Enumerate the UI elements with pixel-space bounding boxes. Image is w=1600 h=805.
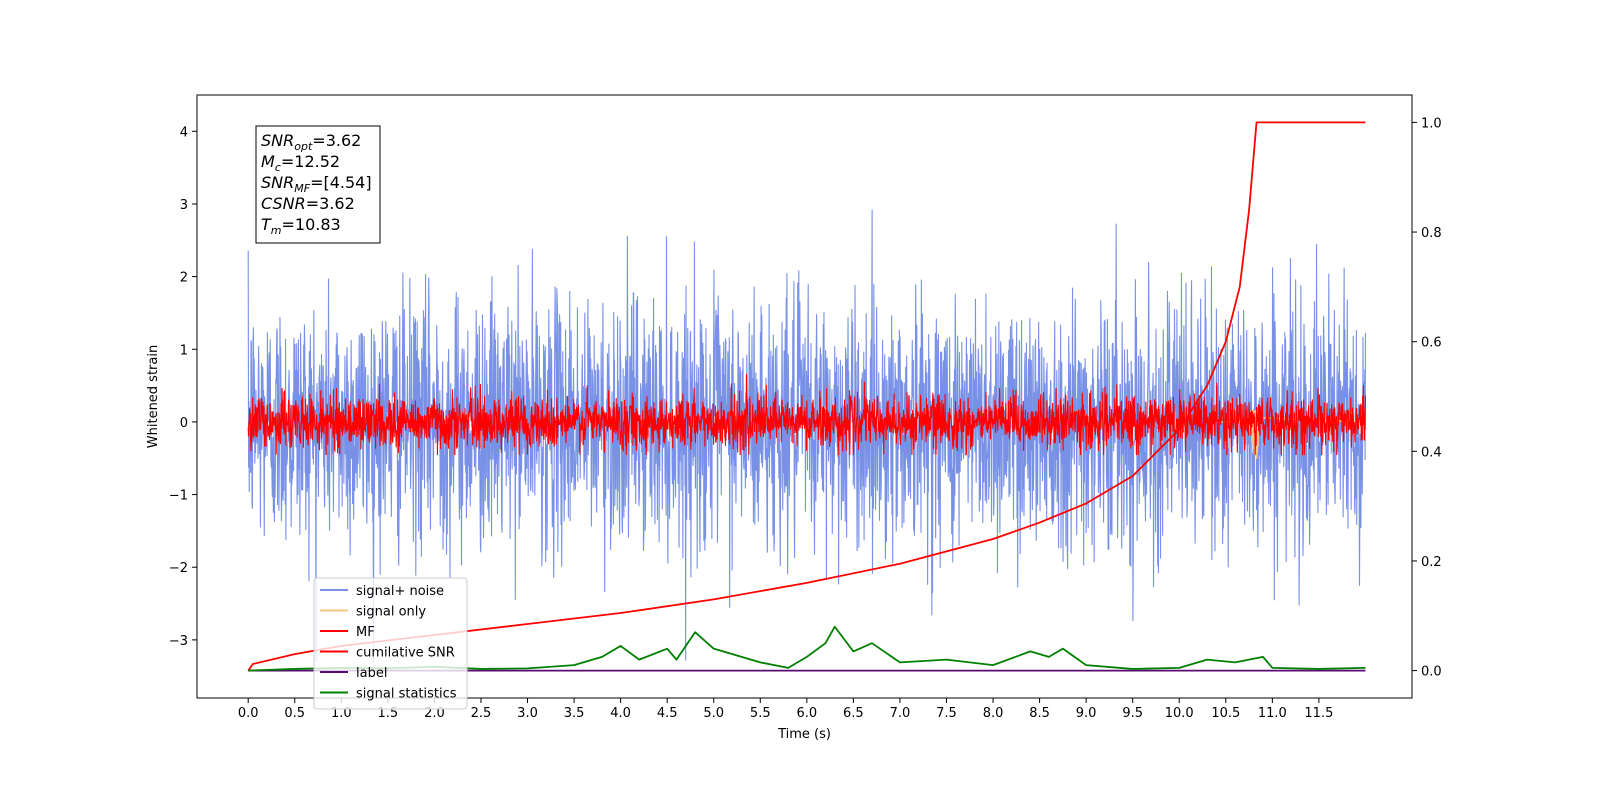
y-tick-label: 3 bbox=[180, 198, 188, 213]
x-tick-label: 9.5 bbox=[1122, 706, 1143, 721]
y2-tick-label: 0.4 bbox=[1421, 445, 1442, 460]
annotation-frame bbox=[255, 125, 381, 244]
x-tick-label: 4.0 bbox=[610, 706, 631, 721]
x-tick-label: 2.5 bbox=[471, 706, 492, 721]
legend-label: signal only bbox=[356, 605, 426, 620]
legend-label: cumilative SNR bbox=[356, 646, 455, 661]
y2-tick-label: 0.8 bbox=[1421, 226, 1442, 241]
series-line-2 bbox=[247, 374, 1366, 456]
y2-tick-label: 0.6 bbox=[1421, 336, 1442, 351]
annotation-line: Tm=10.83 bbox=[261, 215, 341, 237]
y-axis-label: Whitened strain bbox=[146, 345, 161, 448]
x-tick-label: 6.5 bbox=[843, 706, 864, 721]
annotation-symbol: SNR bbox=[261, 173, 294, 192]
x-tick-label: 9.0 bbox=[1076, 706, 1097, 721]
annotation-box: SNRopt=3.62Mc=12.52SNRMF=[4.54]CSNR=3.62… bbox=[255, 125, 381, 244]
x-tick-label: 1.0 bbox=[331, 706, 352, 721]
annotation-line: Mc=12.52 bbox=[261, 152, 340, 174]
x-axis: 0.0 0.5 1.0 1.5 2.0 2.5 3.0 3.5 4.0 4.5 5.0 5.5 6.0 6… bbox=[238, 698, 1333, 721]
x-tick-label: 2.0 bbox=[424, 706, 445, 721]
annotation-symbol: T bbox=[261, 215, 272, 234]
annotation-subscript: opt bbox=[294, 140, 313, 153]
y-axis-left: −3 −2 −1 0 1 2 3 4 bbox=[169, 125, 197, 649]
legend-label: MF bbox=[356, 625, 375, 640]
annotation-value: =3.62 bbox=[306, 194, 355, 213]
annotation-symbol: SNR bbox=[261, 131, 294, 150]
x-tick-label: 1.5 bbox=[378, 706, 399, 721]
annotation-symbol: M bbox=[261, 152, 275, 171]
y-tick-label: 0 bbox=[180, 416, 188, 431]
x-tick-label: 0.5 bbox=[284, 706, 305, 721]
annotation-value: =10.83 bbox=[282, 215, 341, 234]
x-tick-label: 5.5 bbox=[750, 706, 771, 721]
annotation-subscript: m bbox=[271, 224, 282, 237]
x-tick-label: 3.0 bbox=[517, 706, 538, 721]
annotation-value: =12.52 bbox=[281, 152, 340, 171]
annotation-line: SNRMF=[4.54] bbox=[261, 173, 372, 195]
x-tick-label: 8.0 bbox=[983, 706, 1004, 721]
x-tick-label: 8.5 bbox=[1029, 706, 1050, 721]
annotation-value: =3.62 bbox=[312, 131, 361, 150]
y2-tick-label: 1.0 bbox=[1421, 116, 1442, 131]
y-tick-label: −1 bbox=[169, 489, 188, 504]
x-tick-label: 5.0 bbox=[703, 706, 724, 721]
x-axis-label: Time (s) bbox=[777, 727, 831, 742]
legend-label: signal+ noise bbox=[356, 584, 444, 599]
annotation-line: SNRopt=3.62 bbox=[261, 131, 361, 153]
x-tick-label: 10.5 bbox=[1211, 706, 1240, 721]
x-tick-label: 10.0 bbox=[1165, 706, 1194, 721]
y-tick-label: 4 bbox=[180, 125, 188, 140]
plot-frame bbox=[196, 94, 1413, 699]
annotation-subscript: c bbox=[275, 161, 281, 174]
legend: signal+ noise signal only MF cumilative SNR… bbox=[313, 577, 468, 710]
y-tick-label: 2 bbox=[180, 271, 188, 286]
legend-label: label bbox=[356, 666, 387, 681]
annotation-subscript: MF bbox=[294, 182, 310, 195]
y-tick-label: 1 bbox=[180, 343, 188, 358]
legend-frame bbox=[313, 577, 468, 710]
legend-label: signal statistics bbox=[356, 687, 457, 702]
x-tick-label: 6.0 bbox=[796, 706, 817, 721]
x-tick-label: 7.5 bbox=[936, 706, 957, 721]
annotation-line: CSNR=3.62 bbox=[261, 194, 355, 213]
annotation-symbol: CSNR bbox=[261, 194, 306, 213]
y-tick-label: −2 bbox=[169, 561, 188, 576]
x-tick-label: 0.0 bbox=[238, 706, 259, 721]
series-line-5 bbox=[248, 625, 1366, 672]
y2-tick-label: 0.0 bbox=[1421, 665, 1442, 680]
annotation-value: =[4.54] bbox=[310, 173, 372, 192]
x-tick-label: 7.0 bbox=[890, 706, 911, 721]
x-tick-label: 11.0 bbox=[1258, 706, 1287, 721]
x-tick-label: 11.5 bbox=[1304, 706, 1333, 721]
x-tick-label: 3.5 bbox=[564, 706, 585, 721]
y-tick-label: −3 bbox=[169, 634, 188, 649]
x-tick-label: 4.5 bbox=[657, 706, 678, 721]
y-axis-right: 0.0 0.2 0.4 0.6 0.8 1.0 bbox=[1412, 116, 1442, 680]
y2-tick-label: 0.2 bbox=[1421, 555, 1442, 570]
